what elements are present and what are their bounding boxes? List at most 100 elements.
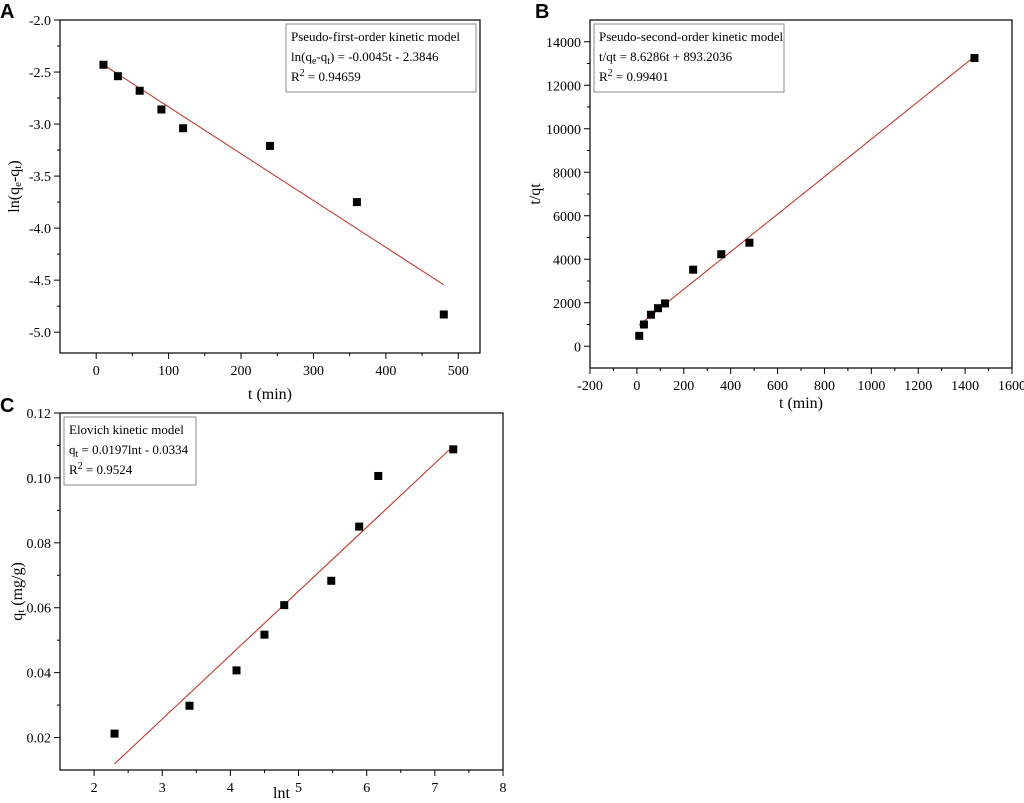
data-point (135, 86, 144, 95)
x-tick-label: 1400 (951, 379, 979, 394)
x-tick-label: 300 (303, 364, 324, 379)
y-tick-label: 10000 (546, 123, 581, 138)
fit-line (638, 56, 975, 326)
plot-frame (59, 19, 481, 354)
data-point (646, 310, 655, 319)
data-point (110, 729, 119, 738)
data-point (439, 310, 448, 319)
x-tick-label: 6 (363, 781, 370, 796)
y-tick-label: -3.0 (29, 118, 51, 133)
y-tick-label: -4.0 (29, 222, 51, 237)
legend-text-part: q (69, 442, 76, 457)
y-axis-title-part: q (9, 613, 26, 621)
data-point (689, 265, 698, 274)
data-point (327, 576, 336, 585)
y-tick-label: 12000 (546, 79, 581, 94)
legend-text-part: ln(q (291, 49, 312, 64)
x-axis-title: t (min) (779, 395, 823, 412)
legend: Elovich kinetic model qt = 0.0197lnt - 0.… (63, 416, 197, 486)
y-tick-label: 14000 (546, 36, 581, 51)
data-point (635, 331, 644, 340)
data-point (232, 666, 241, 675)
y-axis-title-part: ) (6, 160, 23, 165)
x-tick-label: 3 (159, 781, 166, 796)
x-tick-label: 0 (633, 379, 640, 394)
legend-text-part: t/qt = 8.6286t + 893.2036 (599, 49, 733, 64)
legend-text-part: Pseudo-first-order kinetic model (291, 29, 460, 44)
x-tick-label: 1000 (857, 379, 885, 394)
y-axis-title-subscript: e (12, 182, 24, 187)
data-point (745, 238, 754, 247)
legend-line: Pseudo-second-order kinetic model (599, 29, 784, 44)
legend-superscript: 2 (300, 68, 305, 79)
panel-b: B -200 0 200 400 600 800 1000 1200 1400 1600 0 2000… (527, 1, 1024, 412)
data-point (280, 601, 289, 610)
data-point (266, 141, 274, 150)
y-axis-title-part: (mg/g) (9, 562, 26, 610)
legend-line: R2 = 0.94659 (291, 68, 361, 84)
x-tick-label: 200 (673, 379, 694, 394)
legend-line: Pseudo-first-order kinetic model (291, 29, 460, 44)
legend-box (593, 23, 785, 93)
legend-text-part: Pseudo-second-order kinetic model (599, 29, 784, 44)
x-axis-title: lnt (273, 785, 290, 802)
x-tick-label: 800 (814, 379, 835, 394)
legend-subscript: e (312, 56, 317, 67)
legend-line: ln(qe-qt) = -0.0045t - 2.3846 (291, 49, 439, 67)
data-point (260, 630, 269, 639)
legend-text-part: -q (316, 49, 327, 64)
legend-subscript: t (76, 449, 79, 460)
plot-frame (59, 412, 504, 771)
data-point (639, 320, 648, 329)
y-tick-label: 4000 (553, 253, 581, 268)
y-tick-label: -2.0 (29, 14, 51, 29)
panel-label-b: B (535, 1, 549, 23)
x-tick-label: 400 (375, 364, 396, 379)
y-axis-title-part: ln(q (6, 187, 23, 213)
data-point (179, 124, 188, 133)
data-point (157, 105, 166, 114)
x-tick-label: 5 (295, 781, 302, 796)
data-point (653, 304, 662, 313)
data-point (355, 522, 364, 531)
legend-text-part: R (69, 462, 78, 477)
data-point (113, 72, 122, 81)
data-point (374, 471, 383, 480)
fit-line (103, 64, 445, 286)
legend-box (63, 416, 197, 486)
x-tick-label: 600 (767, 379, 788, 394)
legend-line: R2 = 0.9524 (69, 461, 133, 477)
y-axis-title: t/qt (527, 183, 544, 205)
data-point (661, 299, 670, 308)
y-tick-label: 2000 (553, 297, 581, 312)
x-axis-title: t (min) (248, 386, 292, 403)
y-tick-label: -4.5 (29, 274, 51, 289)
y-axis-title: ln(qe-qt) (6, 160, 25, 212)
y-tick-label: 0.04 (27, 667, 52, 682)
legend-text-part: = 0.99401 (613, 69, 669, 84)
legend-text-part: = 0.0197lnt - 0.0334 (78, 442, 188, 457)
x-tick-label: -200 (577, 379, 603, 394)
x-tick-label: 8 (500, 781, 507, 796)
x-tick-label: 1200 (904, 379, 932, 394)
data-point (449, 445, 458, 454)
x-tick-label: 2 (91, 781, 98, 796)
y-axis-title-subscript: t (12, 166, 24, 169)
y-tick-label: 8000 (553, 166, 581, 181)
y-axis-title-part: t/qt (527, 183, 544, 205)
legend-line: t/qt = 8.6286t + 893.2036 (599, 49, 733, 64)
y-axis-title: qt (mg/g) (9, 562, 28, 621)
legend-superscript: 2 (608, 68, 613, 79)
panel-label-a: A (0, 1, 14, 23)
legend-subscript: t (327, 56, 330, 67)
legend-line: qt = 0.0197lnt - 0.0334 (69, 442, 189, 460)
y-tick-label: 0.10 (27, 472, 52, 487)
x-tick-label: 1600 (998, 379, 1024, 394)
y-axis-title-subscript: t (15, 610, 27, 613)
y-tick-label: 6000 (553, 210, 581, 225)
legend: Pseudo-first-order kinetic model ln(qe-qt… (285, 23, 477, 93)
y-tick-label: 0 (574, 340, 581, 355)
y-tick-label: 0.06 (27, 602, 52, 617)
legend: Pseudo-second-order kinetic model t/qt = … (593, 23, 785, 93)
